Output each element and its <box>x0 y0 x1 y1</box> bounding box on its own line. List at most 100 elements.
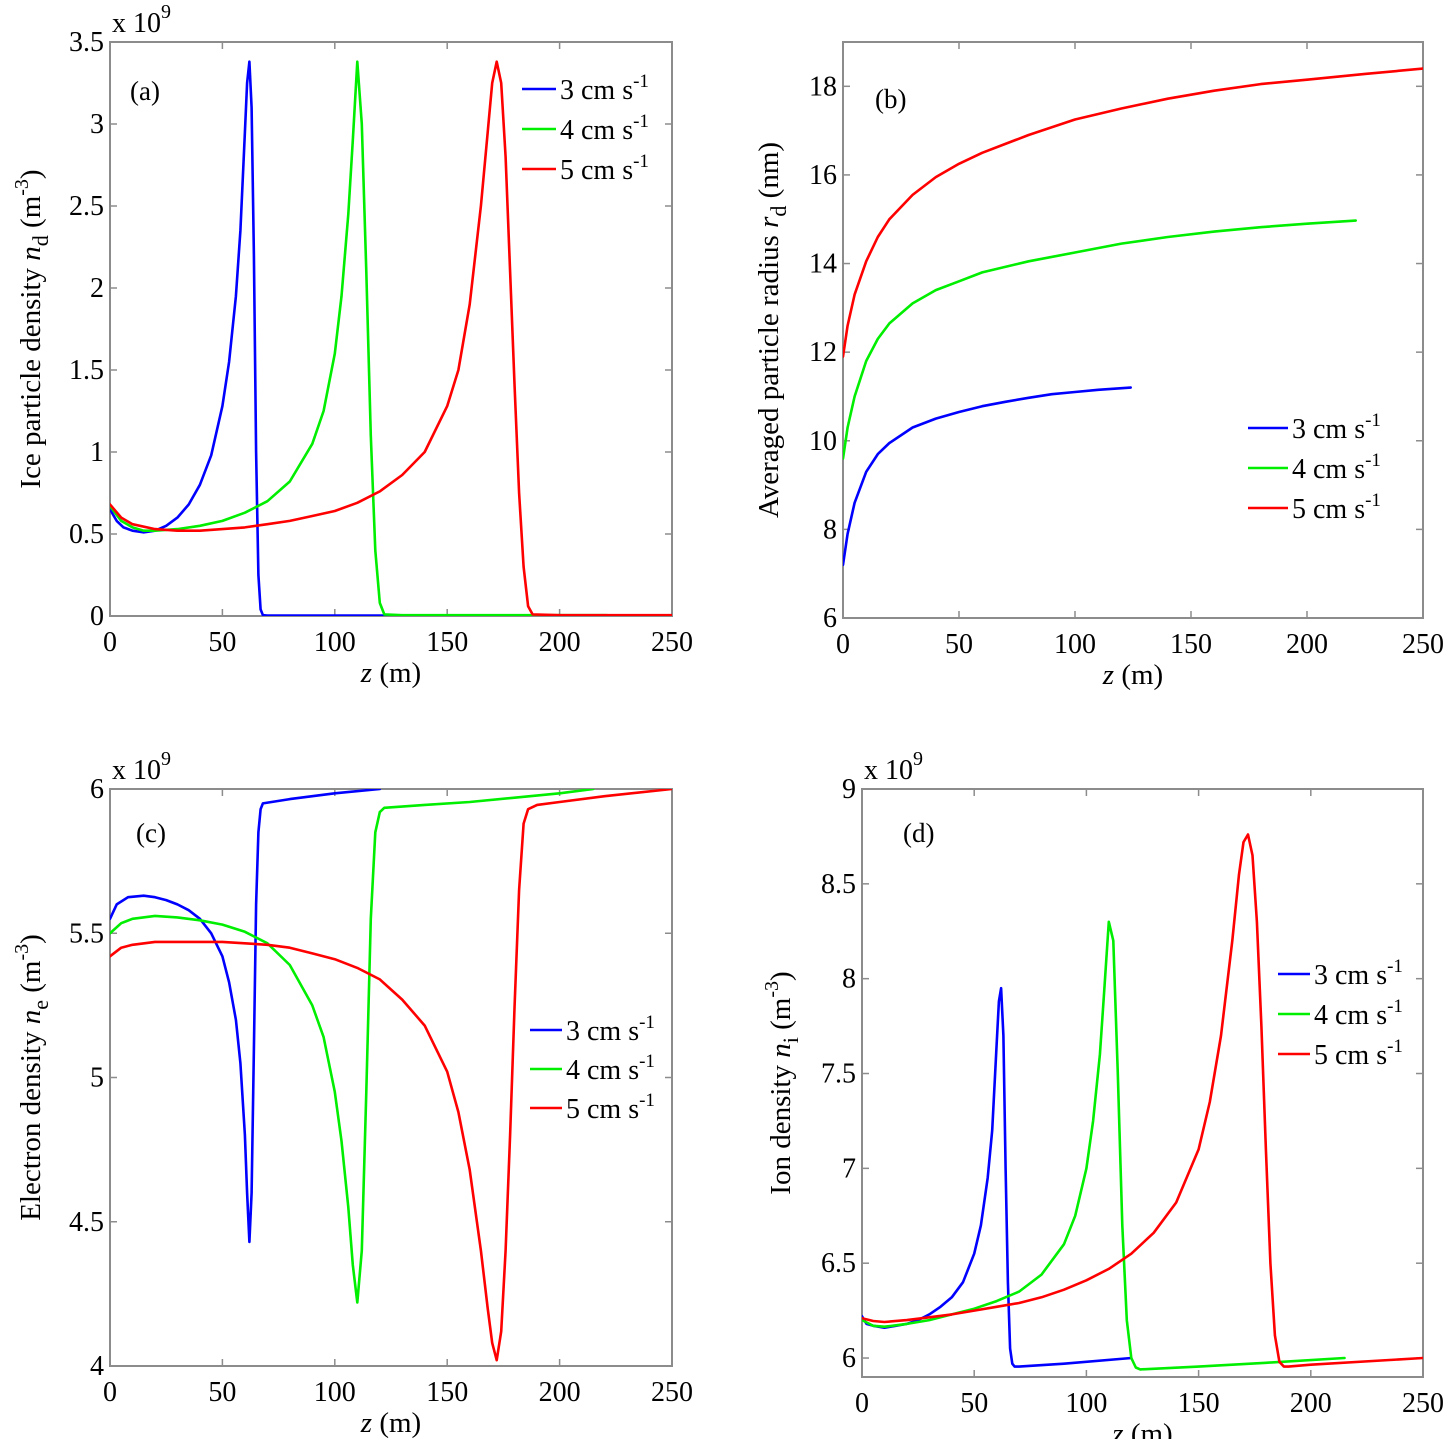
legend-item: 4 cm s-1 <box>522 111 649 146</box>
x-axis-title: z (m) <box>1111 1418 1172 1439</box>
y-tick-label: 3 <box>90 109 104 140</box>
y-tick-label: 6 <box>823 603 837 634</box>
x-tick-label: 100 <box>1065 1388 1107 1419</box>
series-line-4-cm <box>843 219 1357 460</box>
legend: 3 cm s-1 4 cm s-1 5 cm s-1 <box>1248 410 1381 525</box>
y-tick-label: 7 <box>842 1153 856 1184</box>
x-tick-label: 250 <box>651 1377 693 1408</box>
legend-item: 5 cm s-1 <box>522 151 649 186</box>
series-group <box>110 789 672 1362</box>
legend-item: 3 cm s-1 <box>522 71 649 106</box>
panel-label: (a) <box>130 76 160 106</box>
legend-item: 4 cm s-1 <box>530 1051 655 1086</box>
y-tick-label: 3.5 <box>69 27 104 58</box>
y-tick-label: 5.5 <box>69 918 104 949</box>
legend-item: 3 cm s-1 <box>530 1012 655 1047</box>
legend: 3 cm s-1 4 cm s-1 5 cm s-1 <box>522 71 649 186</box>
series-line-3-cm <box>843 386 1132 567</box>
legend-item: 4 cm s-1 <box>1248 450 1381 485</box>
y-tick-label: 1.5 <box>69 355 104 386</box>
y-exponent-label: x 109 <box>112 1 171 39</box>
x-tick-label: 200 <box>1286 629 1328 660</box>
y-tick-label: 8.5 <box>821 869 856 900</box>
x-axis-title: z (m) <box>360 1407 421 1439</box>
x-tick-label: 0 <box>103 1377 117 1408</box>
x-tick-label: 0 <box>836 629 850 660</box>
y-axis-title: Ion density ni (m-3) <box>761 971 803 1194</box>
series-line-4-cm <box>110 60 609 616</box>
y-tick-label: 12 <box>809 337 837 368</box>
legend-item: 3 cm s-1 <box>1248 410 1381 445</box>
series-line-4-cm <box>110 789 595 1304</box>
y-tick-label: 2.5 <box>69 191 104 222</box>
panel-d: 0 50 100 150 200 250 6 6.5 7 7.5 8 8.5 9 x 109 z (m) Io… <box>761 748 1444 1439</box>
legend-item: 3 cm s-1 <box>1278 956 1403 991</box>
y-axis-title: Ice particle density nd (m-3) <box>11 169 53 488</box>
x-tick-label: 200 <box>539 627 581 658</box>
y-axis-title: Electron density ne (m-3) <box>11 934 53 1221</box>
y-tick-label: 1 <box>90 437 104 468</box>
y-tick-label: 2 <box>90 273 104 304</box>
legend-label: 3 cm s-1 <box>1314 956 1403 991</box>
x-tick-label: 100 <box>314 627 356 658</box>
series-line-5-cm <box>110 789 672 1362</box>
x-tick-label: 50 <box>960 1388 988 1419</box>
y-tick-label: 9 <box>842 774 856 805</box>
panel-label: (c) <box>136 818 166 848</box>
y-tick-label: 14 <box>809 249 837 280</box>
y-tick-label: 8 <box>823 514 837 545</box>
legend-label: 5 cm s-1 <box>1292 490 1381 525</box>
panel-label: (d) <box>903 818 934 848</box>
y-tick-label: 4 <box>90 1351 104 1382</box>
x-tick-label: 100 <box>314 1377 356 1408</box>
y-tick-label: 7.5 <box>821 1059 856 1090</box>
legend: 3 cm s-1 4 cm s-1 5 cm s-1 <box>1278 956 1403 1071</box>
legend-item: 5 cm s-1 <box>530 1090 655 1125</box>
series-group <box>110 60 672 616</box>
series-group <box>843 67 1423 567</box>
series-line-3-cm <box>110 60 391 616</box>
x-tick-label: 50 <box>945 629 973 660</box>
legend-label: 3 cm s-1 <box>566 1012 655 1047</box>
legend-item: 5 cm s-1 <box>1278 1036 1403 1071</box>
x-tick-label: 0 <box>103 627 117 658</box>
legend-item: 4 cm s-1 <box>1278 996 1403 1031</box>
legend-label: 5 cm s-1 <box>1314 1036 1403 1071</box>
y-tick-label: 5 <box>90 1063 104 1094</box>
legend-label: 5 cm s-1 <box>566 1090 655 1125</box>
panel-b: 0 50 100 150 200 250 6 8 10 12 14 16 18 z (m) Averaged… <box>753 41 1444 691</box>
y-tick-label: 6 <box>842 1343 856 1374</box>
series-line-3-cm <box>862 986 1133 1368</box>
x-tick-label: 150 <box>426 1377 468 1408</box>
legend-label: 4 cm s-1 <box>1314 996 1403 1031</box>
x-tick-label: 150 <box>1170 629 1212 660</box>
x-tick-label: 250 <box>651 627 693 658</box>
x-tick-label: 250 <box>1402 1388 1444 1419</box>
x-tick-label: 100 <box>1054 629 1096 660</box>
y-axis-title: Averaged particle radius rd (nm) <box>753 142 791 518</box>
series-group <box>862 833 1423 1371</box>
panel-c: 0 50 100 150 200 250 4 4.5 5 5.5 6 x 109 z (m) Electr… <box>11 748 693 1439</box>
legend-label: 5 cm s-1 <box>560 151 649 186</box>
x-tick-label: 250 <box>1402 629 1444 660</box>
axes-frame <box>842 41 1424 619</box>
panel-label: (b) <box>875 84 906 114</box>
series-line-4-cm <box>862 920 1346 1371</box>
y-tick-label: 8 <box>842 964 856 995</box>
y-exponent-label: x 109 <box>112 748 171 786</box>
series-line-5-cm <box>843 67 1423 358</box>
y-tick-label: 6 <box>90 774 104 805</box>
y-tick-label: 0 <box>90 601 104 632</box>
series-line-5-cm <box>110 60 672 616</box>
x-tick-label: 50 <box>208 1377 236 1408</box>
y-exponent-label: x 109 <box>864 748 923 786</box>
y-tick-label: 0.5 <box>69 519 104 550</box>
legend-label: 3 cm s-1 <box>560 71 649 106</box>
panel-a: 0 50 100 150 200 250 0 0.5 1 1.5 2 2.5 3 3.5 x 109 z (m… <box>11 1 693 689</box>
x-tick-label: 150 <box>426 627 468 658</box>
legend-label: 4 cm s-1 <box>1292 450 1381 485</box>
y-tick-label: 16 <box>809 160 837 191</box>
series-line-5-cm <box>862 833 1423 1368</box>
y-tick-label: 6.5 <box>821 1248 856 1279</box>
